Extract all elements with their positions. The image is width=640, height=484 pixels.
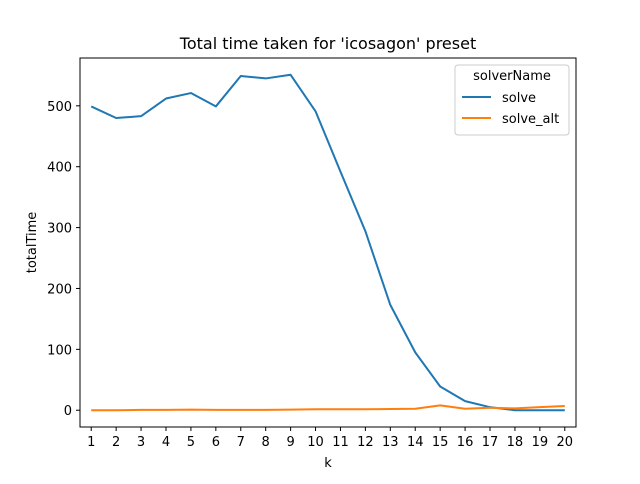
x-tick-label: 5 <box>187 435 195 450</box>
x-axis-ticks: 1 2 3 4 5 6 7 8 9 10 11 12 13 14 15 16 17 18 19 20 <box>87 427 573 450</box>
y-axis-ticks: 0 100 200 300 400 500 <box>47 100 80 419</box>
y-axis-label: totalTime <box>25 212 40 274</box>
x-tick-label: 2 <box>112 435 120 450</box>
x-tick-label: 15 <box>432 435 449 450</box>
x-tick-label: 9 <box>286 435 294 450</box>
x-tick-label: 1 <box>87 435 95 450</box>
x-tick-label: 8 <box>262 435 270 450</box>
x-tick-label: 7 <box>237 435 245 450</box>
x-tick-label: 16 <box>457 435 474 450</box>
x-tick-label: 6 <box>212 435 220 450</box>
y-tick-label: 300 <box>47 222 72 237</box>
x-tick-label: 4 <box>162 435 170 450</box>
y-tick-label: 400 <box>47 161 72 176</box>
x-tick-label: 10 <box>307 435 324 450</box>
x-tick-label: 12 <box>357 435 374 450</box>
legend: solverName solve solve_alt <box>454 64 570 136</box>
legend-label-solve: solve <box>502 91 536 106</box>
x-axis-label: k <box>324 456 332 471</box>
legend-title: solverName <box>473 69 551 84</box>
x-tick-label: 3 <box>137 435 145 450</box>
y-tick-label: 100 <box>47 343 72 358</box>
y-tick-label: 500 <box>47 100 72 115</box>
axes-frame <box>79 57 577 428</box>
x-tick-label: 14 <box>407 435 424 450</box>
y-tick-label: 200 <box>47 282 72 297</box>
chart-title: Total time taken for 'icosagon' preset <box>179 34 476 53</box>
series-line-solve-alt <box>91 404 565 412</box>
plot-lines <box>90 73 565 412</box>
legend-label-solve-alt: solve_alt <box>502 112 559 127</box>
series-line-solve <box>90 73 565 412</box>
y-tick-label: 0 <box>64 404 72 419</box>
x-tick-label: 11 <box>332 435 349 450</box>
x-tick-label: 17 <box>482 435 499 450</box>
x-tick-label: 13 <box>382 435 399 450</box>
x-tick-label: 18 <box>507 435 524 450</box>
x-tick-label: 20 <box>557 435 574 450</box>
x-tick-label: 19 <box>532 435 549 450</box>
